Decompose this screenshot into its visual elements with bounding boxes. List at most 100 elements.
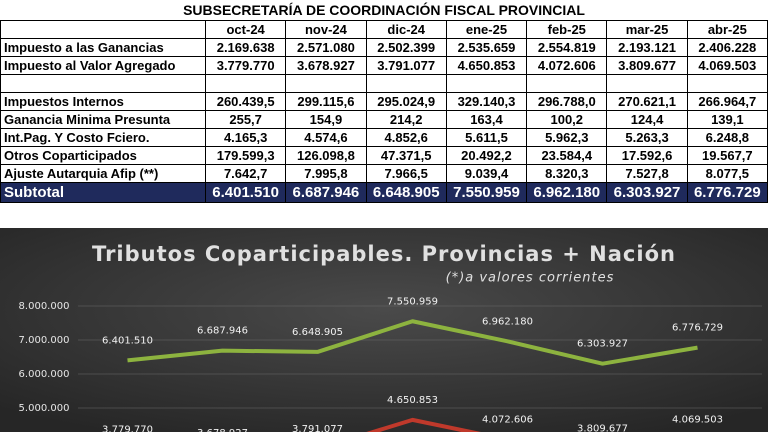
cell: 8.320,3	[526, 164, 608, 183]
data-label: 6.303.927	[577, 339, 628, 350]
cell: 4.165,3	[204, 128, 287, 147]
cell: 124,4	[606, 110, 688, 129]
data-label: 4.072.606	[482, 415, 533, 426]
data-label: 6.962.180	[482, 316, 533, 327]
table-row	[0, 74, 768, 93]
subtotal-cell: 6.687.946	[285, 182, 367, 203]
chart-title: Tributos Coparticipables. Provincias + N…	[92, 242, 676, 266]
column-header: oct-24	[204, 20, 287, 39]
table-row: Otros Coparticipados 179.599,3 126.098,8 47…	[0, 146, 768, 165]
cell: 179.599,3	[204, 146, 287, 165]
cell: 2.554.819	[526, 38, 608, 57]
cell: 5.263,3	[606, 128, 688, 147]
chart-subtitle: (*)a valores corrientes	[446, 271, 615, 286]
cell: 126.098,8	[285, 146, 367, 165]
subtotal-cell: 6.648.905	[365, 182, 447, 203]
cell: 3.809.677	[606, 56, 688, 75]
table-row: Impuesto al Valor Agregado 3.779.770 3.678…	[0, 56, 768, 75]
blank-cell	[0, 74, 206, 93]
header-cell	[0, 20, 206, 39]
cell: 255,7	[204, 110, 287, 129]
cell: 295.024,9	[365, 92, 447, 111]
cell: 266.964,7	[686, 92, 768, 111]
table-row: oct-24 nov-24 dic-24 ene-25 feb-25 mar-25 abr-…	[0, 20, 768, 39]
blank-cell	[606, 74, 688, 93]
subtotal-cell: 6.401.510	[204, 182, 287, 203]
row-label: Ajuste Autarquia Afip (**)	[0, 164, 206, 183]
cell: 270.621,1	[606, 92, 688, 111]
column-header: ene-25	[445, 20, 528, 39]
cell: 154,9	[285, 110, 367, 129]
cell: 100,2	[526, 110, 608, 129]
blank-cell	[365, 74, 447, 93]
cell: 214,2	[365, 110, 447, 129]
cell: 19.567,7	[686, 146, 768, 165]
subtotal-cell: 6.962.180	[526, 182, 608, 203]
data-label: 3.791.077	[292, 424, 343, 432]
cell: 17.592,6	[606, 146, 688, 165]
cell: 5.962,3	[526, 128, 608, 147]
cell: 2.571.080	[285, 38, 367, 57]
table-row: Ganancia Minima Presunta 255,7 154,9 214,2 1…	[0, 110, 768, 129]
row-label: Otros Coparticipados	[0, 146, 206, 165]
data-label: 6.776.729	[672, 323, 723, 334]
row-label: Impuestos Internos	[0, 92, 206, 111]
blank-cell	[285, 74, 367, 93]
cell: 3.779.770	[204, 56, 287, 75]
row-label: Impuesto a las Ganancias	[0, 38, 206, 57]
cell: 5.611,5	[445, 128, 528, 147]
data-label: 6.648.905	[292, 327, 343, 338]
cell: 8.077,5	[686, 164, 768, 183]
row-label: Ganancia Minima Presunta	[0, 110, 206, 129]
data-label: 4.650.853	[387, 395, 438, 406]
cell: 4.072.606	[526, 56, 608, 75]
subtotal-label: Subtotal	[0, 182, 206, 203]
y-tick-label: 5.000.000	[19, 403, 70, 414]
blank-cell	[204, 74, 287, 93]
cell: 23.584,4	[526, 146, 608, 165]
cell: 299.115,6	[285, 92, 367, 111]
cell: 296.788,0	[526, 92, 608, 111]
series-line	[366, 417, 481, 432]
cell: 6.248,8	[686, 128, 768, 147]
cell: 20.492,2	[445, 146, 528, 165]
table-row: Impuestos Internos 260.439,5 299.115,6 295.…	[0, 92, 768, 111]
cell: 329.140,3	[445, 92, 528, 111]
table-row: Int.Pag. Y Costo Fciero. 4.165,3 4.574,6 4.…	[0, 128, 768, 147]
row-label: Impuesto al Valor Agregado	[0, 56, 206, 75]
cell: 2.535.659	[445, 38, 528, 57]
data-label: 3.678.927	[197, 428, 248, 432]
cell: 2.193.121	[606, 38, 688, 57]
cell: 4.069.503	[686, 56, 768, 75]
column-header: mar-25	[606, 20, 688, 39]
cell: 163,4	[445, 110, 528, 129]
cell: 4.852,6	[365, 128, 447, 147]
cell: 2.502.399	[365, 38, 447, 57]
cell: 260.439,5	[204, 92, 287, 111]
subtotal-cell: 7.550.959	[445, 182, 528, 203]
row-label: Int.Pag. Y Costo Fciero.	[0, 128, 206, 147]
cell: 7.966,5	[365, 164, 447, 183]
column-header: abr-25	[686, 20, 768, 39]
cell: 2.169.638	[204, 38, 287, 57]
y-tick-label: 8.000.000	[19, 301, 70, 312]
series-line	[127, 319, 698, 366]
data-label: 6.401.510	[102, 335, 153, 346]
cell: 7.642,7	[204, 164, 287, 183]
subtotal-cell: 6.776.729	[686, 182, 768, 203]
data-label: 4.069.503	[672, 415, 723, 426]
data-label: 7.550.959	[387, 296, 438, 307]
blank-cell	[686, 74, 768, 93]
data-label: 6.687.946	[197, 326, 248, 337]
column-header: feb-25	[526, 20, 608, 39]
cell: 7.527,8	[606, 164, 688, 183]
cell: 7.995,8	[285, 164, 367, 183]
cell: 3.791.077	[365, 56, 447, 75]
cell: 4.574,6	[285, 128, 367, 147]
blank-cell	[526, 74, 608, 93]
chart: Tributos Coparticipables. Provincias + N…	[0, 228, 768, 432]
table-row: Subtotal 6.401.510 6.687.946 6.648.905 7.550…	[0, 182, 768, 203]
cell: 3.678.927	[285, 56, 367, 75]
table-row: Ajuste Autarquia Afip (**) 7.642,7 7.995,8…	[0, 164, 768, 183]
